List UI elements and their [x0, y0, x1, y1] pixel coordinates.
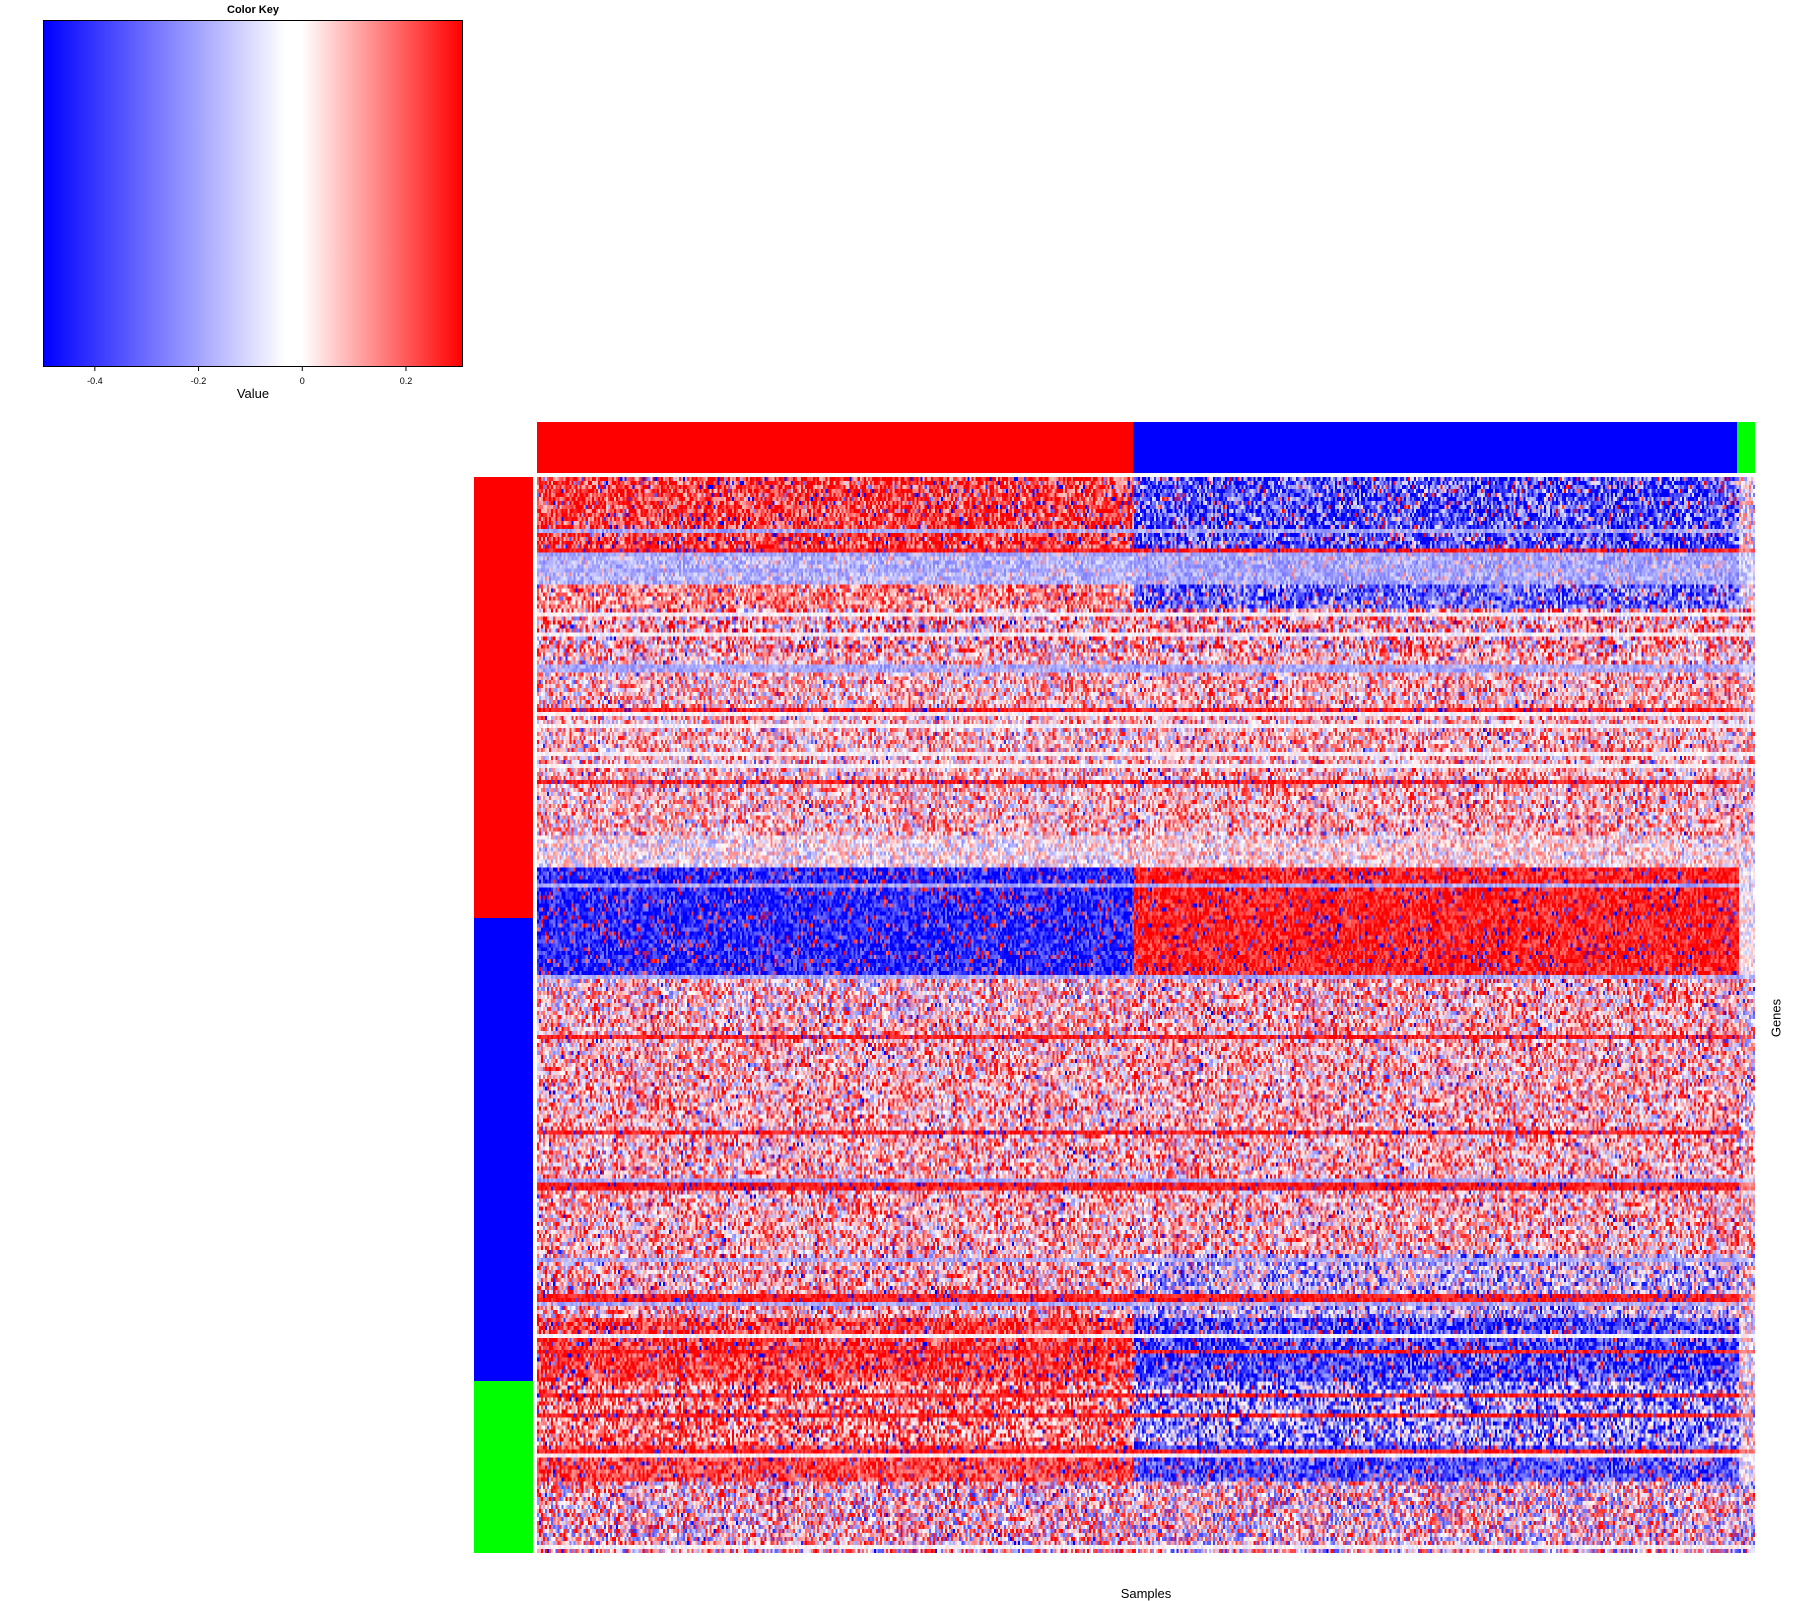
column-group-bar-1: [1133, 422, 1737, 473]
color-key-tick-label-1: -0.2: [191, 376, 207, 386]
color-key-tick-label-2: 0: [300, 376, 305, 386]
color-key-tick-label-3: 0.2: [400, 376, 413, 386]
x-axis-label: Samples: [1120, 1586, 1172, 1601]
color-key-gradient: [43, 20, 463, 367]
y-axis-label: Genes: [1768, 998, 1784, 1038]
color-key-title: Color Key: [227, 4, 279, 16]
color-key-xlabel: Value: [236, 386, 270, 401]
heatmap-cells: [537, 477, 1755, 1553]
row-group-bar-1: [474, 918, 533, 1381]
row-group-bar-2: [474, 1381, 533, 1553]
column-group-bar-2: [1737, 422, 1755, 473]
column-group-bar-0: [537, 422, 1133, 473]
color-key-axis: -0.4 -0.2 0 0.2: [87, 367, 413, 386]
color-key-tick-label-0: -0.4: [87, 376, 103, 386]
row-group-bar-0: [474, 477, 533, 918]
